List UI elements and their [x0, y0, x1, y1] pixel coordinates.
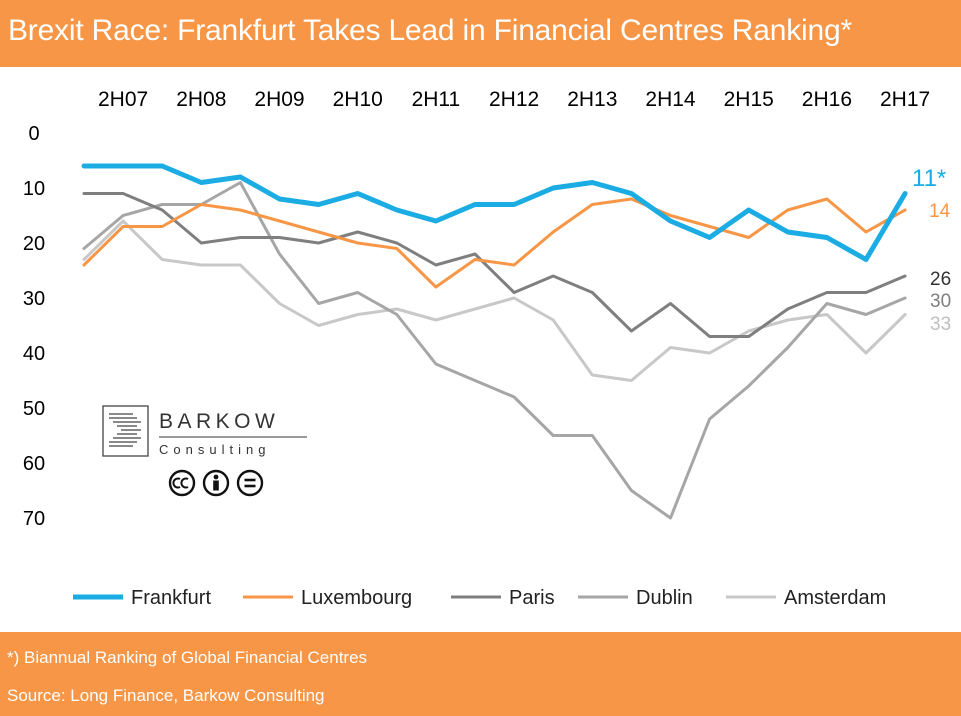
series-line-paris: [82, 192, 907, 338]
legend: Frankfurt Luxembourg Paris Dublin Amsterdam: [73, 587, 886, 609]
x-tick-label: 2H14: [645, 88, 696, 111]
end-label-paris: 26: [930, 269, 951, 290]
by-icon: [202, 469, 230, 497]
x-tick-label: 2H16: [802, 88, 852, 111]
y-tick-label: 70: [23, 508, 45, 530]
x-tick-label: 2H13: [567, 88, 617, 111]
series-line-dublin: [82, 181, 907, 520]
x-tick-label: 2H15: [724, 88, 774, 111]
y-tick-label: 0: [28, 123, 39, 145]
logo-sub: Consulting: [159, 442, 270, 457]
x-tick-label: 2H11: [412, 88, 461, 111]
y-tick-label: 10: [23, 178, 45, 200]
title-bar: Brexit Race: Frankfurt Takes Lead in Fin…: [0, 0, 961, 67]
logo-mark-icon: [109, 413, 141, 447]
x-tick-labels: 2H07 2H08 2H09 2H10 2H11 2H12 2H13 2H14 2H15 2H16…: [98, 88, 930, 111]
barkow-logo: BARKOW Consulting: [102, 405, 307, 457]
x-tick-label: 2H08: [176, 88, 226, 111]
source-note: Source: Long Finance, Barkow Consulting: [7, 686, 325, 705]
series-line-amsterdam: [82, 219, 907, 382]
chart-title: Brexit Race: Frankfurt Takes Lead in Fin…: [8, 14, 852, 47]
y-tick-label: 60: [23, 453, 45, 475]
nd-icon: [236, 469, 264, 497]
footnote: *) Biannual Ranking of Global Financial …: [7, 648, 368, 667]
series-lines: [81, 163, 908, 520]
x-tick-label: 2H17: [880, 88, 930, 111]
series-line-frankfurt: [81, 163, 908, 262]
footer: *) Biannual Ranking of Global Financial …: [0, 632, 961, 716]
end-label-dublin: 30: [930, 291, 951, 312]
y-tick-labels: 0 10 20 30 40 50 60 70: [23, 123, 45, 530]
end-label-luxembourg: 14: [929, 201, 951, 222]
legend-label-frankfurt: Frankfurt: [131, 587, 211, 609]
x-tick-label: 2H12: [489, 88, 539, 111]
legend-label-luxembourg: Luxembourg: [301, 587, 412, 609]
y-tick-label: 40: [23, 343, 45, 365]
legend-label-paris: Paris: [509, 587, 555, 609]
y-tick-label: 50: [23, 398, 45, 420]
x-tick-label: 2H10: [333, 88, 383, 111]
y-tick-label: 20: [23, 233, 45, 255]
x-tick-label: 2H07: [98, 88, 148, 111]
legend-label-dublin: Dublin: [636, 587, 693, 609]
license-icons: [168, 469, 264, 497]
x-tick-label: 2H09: [254, 88, 304, 111]
y-tick-label: 30: [23, 288, 45, 310]
legend-label-amsterdam: Amsterdam: [784, 587, 886, 609]
cc-icon: [168, 469, 196, 497]
end-label-frankfurt: 11*: [912, 165, 946, 192]
end-label-amsterdam: 33: [930, 314, 951, 335]
logo-name: BARKOW: [159, 410, 279, 433]
line-chart: 2H07 2H08 2H09 2H10 2H11 2H12 2H13 2H14 2H15 2H16…: [23, 88, 951, 609]
